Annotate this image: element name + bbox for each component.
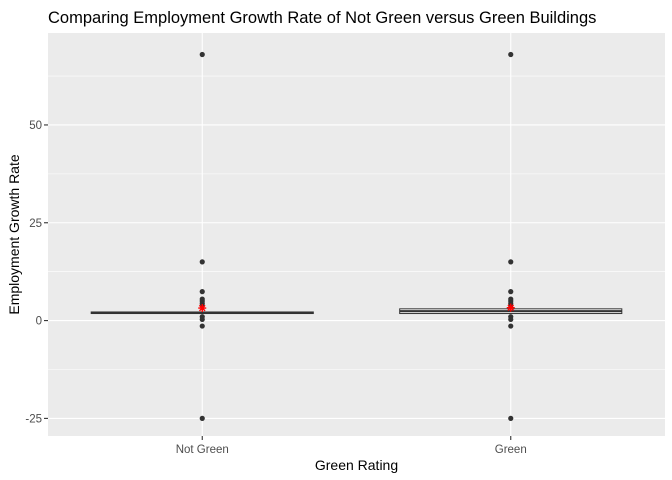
- box-green: [399, 51, 623, 421]
- y-axis: -25 0 25 50: [25, 120, 48, 425]
- outlier-point: [199, 259, 205, 265]
- x-tick-label: Not Green: [176, 444, 229, 456]
- outlier-point: [508, 259, 514, 265]
- outlier-point: [508, 316, 514, 323]
- y-tick-label: 50: [29, 120, 42, 132]
- grid-lines: [48, 33, 665, 436]
- y-tick-label: 25: [29, 218, 42, 230]
- x-axis: Not Green Green: [176, 436, 527, 456]
- outlier-point: [199, 323, 205, 329]
- y-tick-label: -25: [25, 413, 42, 425]
- outlier-point: [508, 289, 514, 295]
- plot-marks: [90, 51, 623, 421]
- outlier-point: [199, 51, 205, 58]
- outlier-point: [199, 316, 205, 323]
- y-axis-title: Employment Growth Rate: [6, 154, 22, 314]
- x-tick-label: Green: [495, 444, 527, 456]
- outlier-point: [508, 415, 514, 421]
- y-tick-label: 0: [36, 316, 42, 328]
- box-not-green: [90, 51, 314, 421]
- mean-marker: [506, 303, 515, 312]
- chart-title: Comparing Employment Growth Rate of Not …: [48, 9, 596, 27]
- outlier-point: [508, 323, 514, 329]
- mean-marker: [198, 304, 207, 313]
- plot-panel: [48, 33, 665, 436]
- x-axis-title: Green Rating: [315, 457, 398, 473]
- outlier-point: [199, 415, 205, 421]
- outlier-point: [199, 289, 205, 295]
- outlier-point: [508, 51, 514, 58]
